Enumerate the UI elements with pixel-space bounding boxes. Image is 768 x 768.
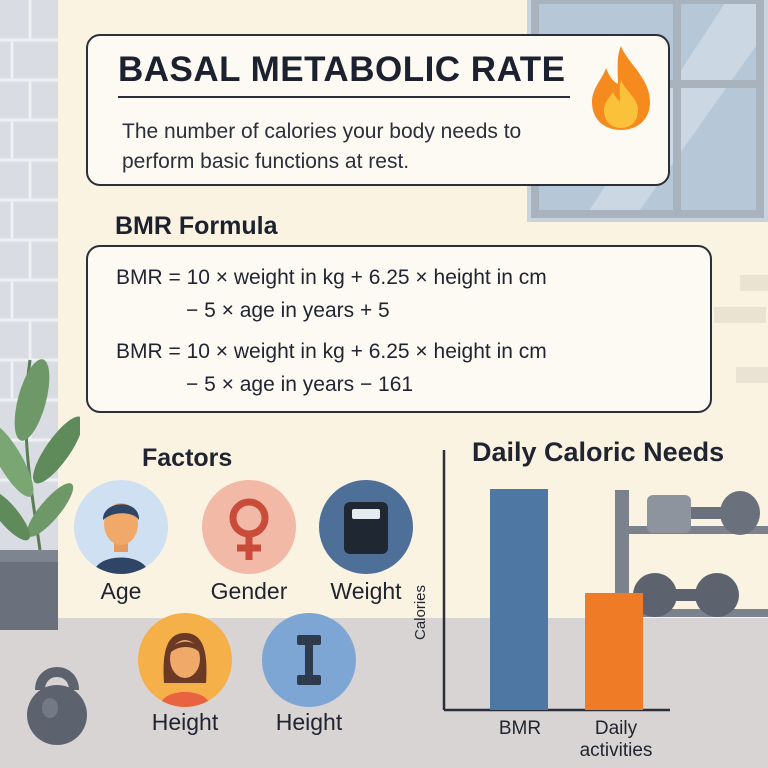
plant-decoration <box>0 340 83 635</box>
chart-category-bmr: BMR <box>498 718 542 739</box>
scale-icon <box>319 480 413 574</box>
page-subtitle: The number of calories your body needs t… <box>122 120 522 173</box>
female-formula-line2: − 5 × age in years − 161 <box>186 373 414 396</box>
kettlebell-decoration <box>22 660 92 755</box>
chart-title: Daily Caloric Needs <box>472 437 725 467</box>
person-icon <box>74 480 168 574</box>
formula-section-title: BMR Formula <box>115 212 278 240</box>
factor-label-gender: Gender <box>210 578 288 604</box>
woman-icon <box>138 613 232 707</box>
female-symbol-icon <box>202 480 296 574</box>
page-title: BASAL METABOLIC RATE <box>118 50 566 89</box>
title-underline <box>118 96 570 98</box>
chart-y-axis-label: Calories <box>412 584 429 640</box>
male-formula-line2: − 5 × age in years + 5 <box>186 299 390 322</box>
factor-label-weight: Weight <box>330 578 402 604</box>
factors-title: Factors <box>142 444 233 472</box>
chart-category-daily-activities: Daily activities <box>579 718 653 761</box>
factor-label-height-1: Height <box>151 709 219 735</box>
female-formula-line1: BMR = 10 × weight in kg + 6.25 × height … <box>116 340 547 363</box>
male-formula-line1: BMR = 10 × weight in kg + 6.25 × height … <box>116 266 547 289</box>
wall-bricks <box>700 275 768 400</box>
dumbbell-icon <box>262 613 356 707</box>
factor-label-age: Age <box>100 578 142 604</box>
fire-icon <box>588 44 654 137</box>
bar-daily-activities <box>585 593 643 710</box>
formula-card <box>86 245 712 413</box>
factor-label-height-2: Height <box>275 709 343 735</box>
header-card <box>86 34 670 186</box>
caloric-needs-chart <box>442 450 670 712</box>
bar-bmr <box>490 489 548 710</box>
